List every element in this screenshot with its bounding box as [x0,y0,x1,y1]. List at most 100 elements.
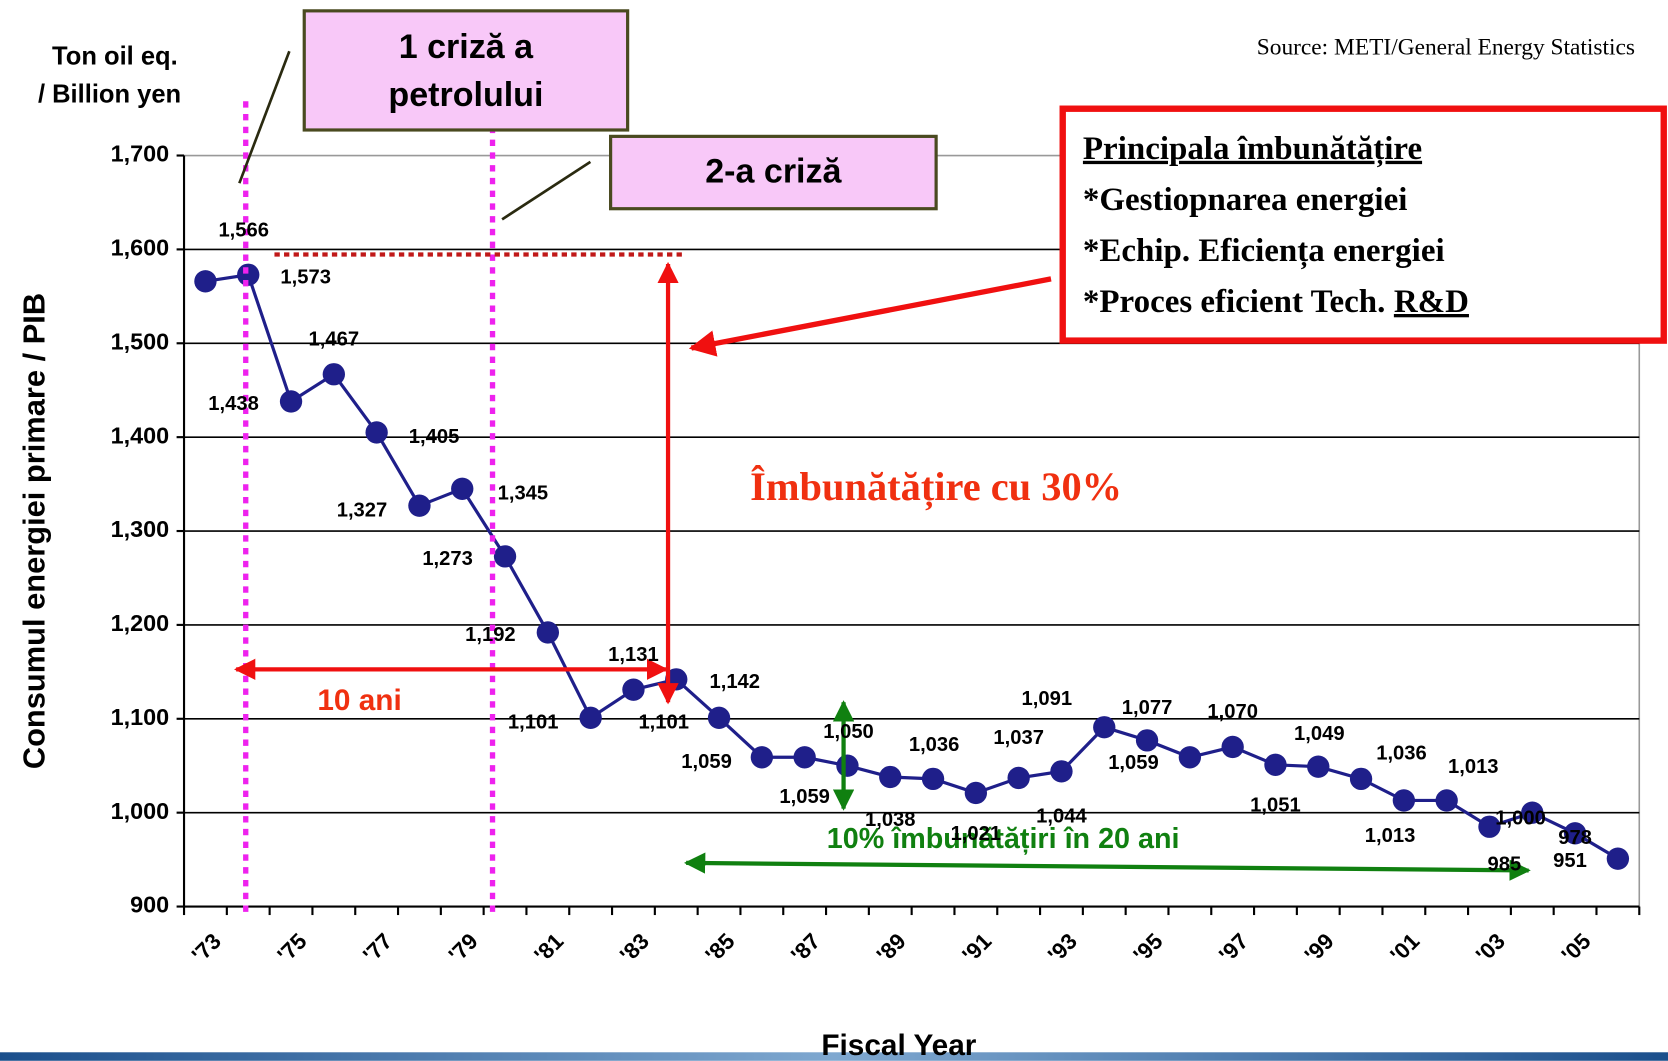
data-label: 951 [1553,850,1587,872]
data-label: 1,405 [409,426,460,448]
marker [536,621,560,644]
x-tick-label: '91 [957,928,996,967]
marker [1050,760,1073,783]
x-tick-label: '89 [872,928,911,967]
data-label: 1,036 [909,734,960,756]
arrow [684,852,1531,881]
unit-label: / Billion yen [38,81,181,109]
annotation: Îmbunătățire cu 30% [750,464,1122,510]
box-item: *Gestiopnarea energiei [1083,182,1407,218]
box-item: *Proces eficient Tech. [1083,284,1385,320]
box-item: *Echip. Eficiența energiei [1083,233,1445,270]
data-label: 1,438 [208,393,259,415]
marker [365,421,388,444]
y-tick-label: 1,100 [111,704,170,730]
marker [1606,847,1630,870]
box-heading: Principala îmbunătățire [1083,131,1422,168]
callout-line [238,50,291,184]
crisis-box [302,9,630,132]
marker [194,270,217,293]
crisis-box [609,134,938,211]
data-label: 1,142 [709,671,760,693]
marker [579,706,602,730]
x-tick-label: '03 [1471,928,1510,967]
y-tick-label: 1,200 [111,610,170,636]
marker [1221,735,1244,759]
footer-bar [0,1052,1668,1061]
x-tick-label: '79 [444,928,483,967]
x-tick-label: '87 [786,928,825,967]
marker [279,390,303,413]
marker [836,754,859,777]
arrow [688,276,1052,357]
data-label: 1,059 [681,751,732,773]
data-label: 985 [1488,853,1522,875]
data-label: 1,131 [608,644,659,666]
marker [750,746,774,769]
y-tick-label: 1,600 [111,235,170,261]
marker [1521,801,1544,824]
data-label: 1,000 [1495,807,1546,829]
marker [793,746,816,769]
x-tick-label: '81 [529,928,568,967]
data-label: 1,573 [280,266,331,288]
y-tick-label: 1,700 [111,141,170,167]
marker [408,494,431,517]
annotation: 10 ani [317,684,401,717]
data-label: 1,036 [1376,743,1427,765]
marker [451,477,474,500]
x-tick-label: '77 [358,928,397,967]
x-tick-label: '99 [1300,928,1339,967]
data-label: 1,049 [1294,723,1345,745]
marker [879,765,902,789]
annotation: 10% îmbunătățiri în 20 ani [827,823,1180,855]
y-tick-label: 1,000 [111,798,170,824]
crisis-label: petrolului [388,76,543,114]
marker [322,363,346,386]
data-label: 1,044 [1036,805,1087,827]
data-label: 1,566 [218,220,269,242]
data-label: 1,345 [498,482,549,504]
marker [1135,729,1159,752]
marker [1007,766,1030,790]
data-label: 1,192 [465,624,516,646]
y-axis-title: Consumul energiei primare / PIB [16,293,51,769]
data-label: 1,467 [309,329,360,351]
data-label: 1,037 [993,727,1044,749]
x-tick-label: '73 [187,928,226,967]
data-label: 1,059 [779,786,830,808]
x-axis-title: Fiscal Year [821,1029,976,1061]
improvement-box [1059,105,1667,344]
marker [1093,716,1116,739]
marker [493,545,517,568]
marker [707,706,731,730]
x-tick-label: '97 [1214,928,1253,967]
x-tick-label: '93 [1043,928,1082,967]
data-label: 1,070 [1207,701,1258,723]
marker [1478,815,1501,838]
x-tick-label: '85 [701,928,740,967]
x-tick-label: '83 [615,928,654,967]
data-label: 1,059 [1108,752,1159,774]
marker [1392,789,1416,812]
marker [921,767,945,791]
data-label: 1,038 [865,809,916,831]
marker [1264,753,1287,776]
marker [964,781,988,805]
y-tick-label: 1,400 [111,422,170,448]
unit-label: Ton oil eq. [52,42,178,70]
callout-line [501,160,592,221]
data-label: 1,021 [951,823,1002,845]
marker [622,678,645,701]
marker [1178,746,1202,769]
marker [1307,755,1330,778]
data-label: 1,327 [337,499,388,521]
data-label: 1,013 [1365,825,1416,847]
marker [1435,789,1458,812]
source: Source: METI/General Energy Statistics [1257,35,1635,61]
marker [237,263,260,286]
data-label: 978 [1558,827,1592,849]
line [205,272,1619,861]
crisis-label: 2-a criză [705,153,842,191]
